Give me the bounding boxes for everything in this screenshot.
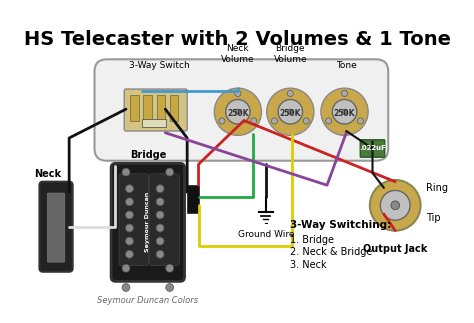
Circle shape	[380, 191, 410, 220]
Circle shape	[122, 168, 130, 176]
FancyBboxPatch shape	[150, 174, 179, 266]
Circle shape	[235, 109, 240, 114]
Circle shape	[342, 109, 347, 114]
Circle shape	[321, 88, 368, 135]
Text: Ring: Ring	[426, 183, 448, 193]
Circle shape	[126, 250, 133, 258]
Bar	[156, 95, 165, 121]
Text: 250K: 250K	[334, 109, 356, 118]
Text: Ground Wire: Ground Wire	[237, 230, 294, 239]
Text: 250K: 250K	[280, 109, 301, 118]
Text: Output Jack: Output Jack	[363, 244, 428, 254]
Bar	[187, 185, 199, 213]
Text: 3-Way Switching:: 3-Way Switching:	[290, 220, 392, 230]
Text: Neck: Neck	[34, 169, 61, 179]
Circle shape	[122, 264, 130, 272]
Circle shape	[288, 109, 293, 114]
Circle shape	[122, 284, 130, 291]
Text: Tone: Tone	[336, 61, 356, 70]
Circle shape	[214, 88, 262, 135]
FancyBboxPatch shape	[119, 174, 149, 266]
Circle shape	[251, 118, 257, 124]
Circle shape	[219, 118, 225, 124]
Bar	[130, 95, 139, 121]
Text: 3-Way Switch: 3-Way Switch	[129, 61, 190, 70]
Circle shape	[166, 284, 173, 291]
Circle shape	[156, 185, 164, 193]
Text: HS Telecaster with 2 Volumes & 1 Tone: HS Telecaster with 2 Volumes & 1 Tone	[24, 30, 450, 48]
Bar	[170, 95, 178, 121]
Circle shape	[226, 99, 250, 124]
Text: Seymour Duncan: Seymour Duncan	[146, 192, 150, 252]
Circle shape	[341, 90, 347, 97]
FancyBboxPatch shape	[124, 89, 187, 131]
Text: Seymour Duncan Colors: Seymour Duncan Colors	[97, 296, 199, 305]
Circle shape	[126, 211, 133, 219]
Text: 250K: 250K	[227, 109, 249, 118]
FancyBboxPatch shape	[47, 193, 65, 262]
Text: .022uF: .022uF	[359, 145, 386, 151]
Circle shape	[126, 198, 133, 206]
Circle shape	[278, 99, 302, 124]
Bar	[144, 95, 152, 121]
Circle shape	[156, 198, 164, 206]
Circle shape	[267, 88, 314, 135]
Circle shape	[166, 168, 173, 176]
Circle shape	[156, 250, 164, 258]
Text: 3. Neck: 3. Neck	[290, 259, 327, 269]
FancyBboxPatch shape	[111, 163, 184, 281]
Circle shape	[156, 211, 164, 219]
Circle shape	[326, 118, 332, 124]
Bar	[142, 119, 166, 127]
Text: 1. Bridge: 1. Bridge	[290, 235, 334, 245]
FancyBboxPatch shape	[94, 59, 388, 161]
Circle shape	[126, 237, 133, 245]
FancyBboxPatch shape	[360, 140, 385, 157]
Circle shape	[303, 118, 309, 124]
Circle shape	[126, 185, 133, 193]
Text: Neck
Volume: Neck Volume	[221, 44, 255, 64]
Circle shape	[370, 180, 420, 231]
Text: Bridge: Bridge	[130, 150, 166, 160]
Circle shape	[156, 224, 164, 232]
Circle shape	[332, 99, 357, 124]
Text: 2. Neck & Bridge: 2. Neck & Bridge	[290, 247, 373, 257]
Circle shape	[287, 90, 293, 97]
Circle shape	[357, 118, 364, 124]
Circle shape	[235, 90, 241, 97]
FancyBboxPatch shape	[39, 182, 73, 272]
Text: Tip: Tip	[426, 213, 440, 223]
Circle shape	[272, 118, 277, 124]
Circle shape	[126, 224, 133, 232]
Circle shape	[166, 264, 173, 272]
Circle shape	[156, 237, 164, 245]
Circle shape	[391, 201, 400, 210]
Text: Bridge
Volume: Bridge Volume	[273, 44, 307, 64]
